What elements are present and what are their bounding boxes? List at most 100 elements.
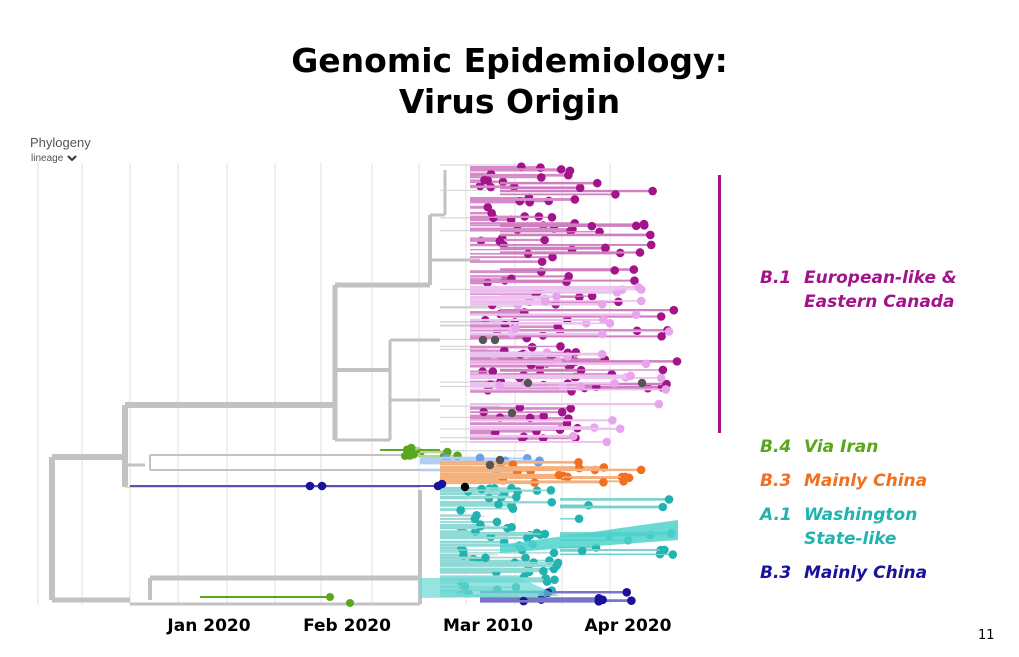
b1-light-tip-node [495,381,504,390]
b1-light-tip-node [599,315,608,325]
blue-tip-node [535,456,544,466]
a1-tip-node [577,546,587,556]
b1-light-tip-node [610,378,619,388]
b1-tip-node [639,221,649,230]
axis-tick-mar: Mar 2010 [442,616,534,636]
a1-tip-node [574,514,584,524]
b1-tip-node [488,367,498,376]
a1-tip-node [546,486,556,495]
b1-tip-node [635,248,645,257]
b1-light-tip-node [605,319,615,328]
b1-tip-node [480,175,489,185]
b1-tip-node [487,208,496,218]
b1-tip-node [562,419,572,429]
a1-tip-node [523,533,532,543]
legend-code: B.3 [760,471,792,491]
b3-blue-tip-node [622,588,632,597]
b1-tip-node [495,236,505,246]
legend-code: B.4 [760,437,792,457]
chevron-down-icon [67,155,77,162]
gray-node [485,460,495,470]
legend-text-cont: State-like [804,529,897,549]
legend-item-b3-blue: B.3 Mainly China [760,561,927,585]
a1-tip-node [521,553,530,563]
a1-tip-node [549,548,559,558]
axis-tick-feb: Feb 2020 [303,616,391,636]
b1-tip-node [527,342,537,352]
slide-title: Genomic Epidemiology: Virus Origin [0,40,1019,122]
b1-tip-node [656,312,666,321]
b1-tip-node [564,170,573,180]
axis-tick-apr: Apr 2020 [584,616,672,636]
a1-tip-node [658,502,668,512]
b1-tip-node [672,357,682,366]
a1-tip-node [481,553,490,563]
legend-text: Via Iran [804,437,879,457]
b1-light-tip-node [540,294,550,303]
b1-tip-node [575,292,584,302]
b1-light-tip-node [598,299,607,309]
a1-tip-node [507,522,516,532]
legend-text: Mainly China [804,563,928,583]
blue-tip-node [475,453,485,463]
gray-node [637,378,647,388]
color-by-selector[interactable]: lineage [31,153,77,164]
b1-light-tip-node [664,327,674,336]
b1-tip-node [657,332,666,341]
b1-light-tip-node [631,310,641,319]
page-number: 11 [978,628,995,643]
a1-tip-node [456,506,465,515]
b1-tip-node [547,213,557,222]
b1-tip-node [570,195,580,204]
b1-light-tip-node [626,371,635,381]
b1-tip-node [630,276,639,285]
a1-tip-node [547,497,557,507]
a1-wedge [500,520,678,553]
slide-title-line-1: Genomic Epidemiology: [291,41,728,80]
b1-light-tip-node [552,292,561,302]
b1-tip-node [658,365,668,375]
b1-tip-node [557,407,567,417]
a1-tip-node [512,492,521,502]
panel-label: Phylogeny [30,135,91,150]
b4-tip-node [346,599,354,607]
a1-tip-node [477,484,486,494]
a1-tip-node [660,545,669,555]
legend-text: Washington [804,505,918,525]
a1-tip-node [539,566,548,576]
a1-tip-node [494,500,503,509]
b3-orange-tip-node [599,478,608,487]
b1-tip-node [614,297,623,307]
b1-light-tip-node [590,423,599,432]
a1-tip-node [476,521,485,531]
gray-node [523,378,533,388]
legend-text: Mainly China [804,471,928,491]
clade-b1-bracket [718,175,721,433]
b1-light-tip-node [608,416,617,425]
legend-text: European-like & [804,268,957,288]
b4-tip-node [443,447,452,457]
gray-node [507,408,517,418]
b3-blue-tip-node [594,597,604,606]
b1-tip-node [566,404,576,413]
b1-tip-node [587,291,597,301]
axis-tick-jan: Jan 2020 [167,616,251,636]
b1-tip-node [631,221,641,231]
b1-light-tip-node [542,348,552,357]
b4-tip-node [406,448,414,456]
legend-code: B.3 [760,563,792,583]
b1-light-tip-node [661,385,671,394]
b1-tip-node [669,305,679,315]
b1-light-tip-node [641,359,651,369]
b1-tip-node [539,411,548,421]
b1-light-tip-node [568,431,578,441]
b1-tip-node [537,257,547,266]
b1-tip-node [601,243,610,253]
gray-node [460,482,470,492]
a1-tip-node [470,514,480,524]
legend-item-b3-orange: B.3 Mainly China [760,469,927,493]
legend-code: A.1 [760,505,792,525]
b3-orange-tip-node [554,470,564,480]
b1-tip-node [534,212,544,221]
